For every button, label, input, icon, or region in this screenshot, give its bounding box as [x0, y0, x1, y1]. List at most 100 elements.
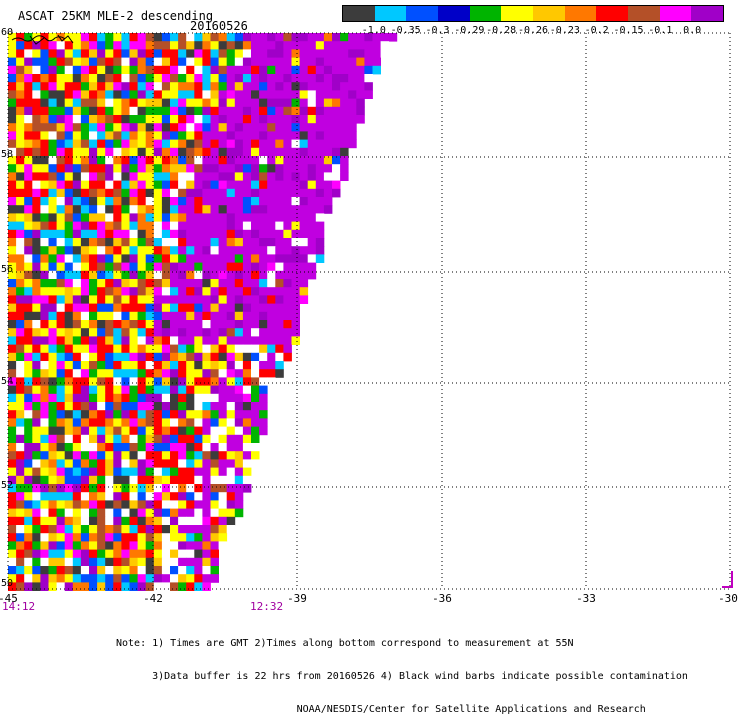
data-cell — [129, 311, 138, 321]
data-cell — [242, 311, 252, 321]
data-cell — [153, 434, 163, 444]
data-cell — [121, 98, 130, 108]
data-cell — [170, 254, 179, 263]
data-cell — [48, 443, 57, 452]
data-cell — [72, 106, 82, 116]
data-cell — [186, 369, 195, 378]
data-cell — [105, 57, 114, 67]
data-cell — [113, 467, 122, 477]
data-cell — [113, 500, 122, 509]
data-cell — [275, 139, 284, 149]
data-cell — [89, 33, 98, 42]
data-cell — [89, 229, 98, 239]
data-cell — [56, 41, 66, 50]
data-cell — [72, 74, 82, 83]
data-cell — [64, 484, 74, 493]
data-cell — [48, 385, 57, 395]
data-cell — [97, 328, 106, 337]
data-cell — [170, 443, 179, 452]
data-cell — [267, 33, 276, 42]
data-cell — [251, 295, 260, 304]
data-cell — [113, 123, 122, 132]
data-cell — [137, 320, 147, 329]
data-cell — [210, 484, 219, 493]
data-cell — [72, 49, 82, 58]
data-cell — [97, 434, 106, 444]
data-cell — [129, 164, 138, 173]
data-cell — [145, 238, 155, 247]
data-cell — [97, 229, 106, 239]
data-cell — [105, 582, 114, 591]
data-cell — [251, 311, 260, 321]
legend-swatch — [659, 6, 692, 21]
data-cell — [40, 525, 49, 534]
data-cell — [226, 279, 236, 288]
data-cell — [97, 484, 106, 493]
data-cell — [210, 180, 219, 190]
data-cell — [8, 393, 17, 403]
data-cell — [145, 377, 155, 386]
data-cell — [32, 156, 41, 165]
data-cell — [234, 443, 244, 452]
data-cell — [8, 57, 17, 67]
data-cell — [121, 566, 130, 575]
data-cell — [218, 320, 228, 329]
data-cell — [24, 484, 33, 493]
data-cell — [186, 221, 195, 231]
data-cell — [202, 525, 211, 534]
data-cell — [234, 172, 244, 181]
data-cell — [32, 270, 41, 280]
data-cell — [97, 361, 106, 370]
data-cell — [307, 41, 317, 50]
data-cell — [210, 541, 219, 550]
data-cell — [80, 492, 90, 501]
data-cell — [218, 541, 228, 550]
data-cell — [170, 115, 179, 124]
data-cell — [275, 246, 284, 255]
data-cell — [32, 49, 41, 58]
data-cell — [178, 426, 187, 436]
data-cell — [161, 344, 171, 354]
data-cell — [194, 516, 203, 526]
data-cell — [299, 180, 309, 190]
data-cell — [40, 402, 49, 411]
data-cell — [226, 147, 236, 157]
data-cell — [24, 246, 33, 255]
data-cell — [145, 295, 155, 304]
data-cell — [97, 352, 106, 362]
data-cell — [89, 385, 98, 395]
data-cell — [259, 328, 268, 337]
data-cell — [145, 574, 155, 583]
data-cell — [137, 172, 147, 181]
data-cell — [234, 123, 244, 132]
data-cell — [218, 516, 228, 526]
data-cell — [113, 98, 122, 108]
data-cell — [16, 377, 25, 386]
data-cell — [16, 90, 25, 99]
data-cell — [210, 320, 219, 329]
data-cell — [8, 262, 17, 272]
data-cell — [161, 484, 171, 493]
data-cell — [267, 65, 276, 75]
x-tick-label: -45 — [0, 592, 18, 605]
data-cell — [56, 131, 66, 140]
data-cell — [89, 500, 98, 509]
data-cell — [40, 459, 49, 468]
data-cell — [145, 164, 155, 173]
data-cell — [97, 262, 106, 272]
data-cell — [242, 41, 252, 50]
data-cell — [121, 254, 130, 263]
data-cell — [226, 525, 236, 534]
data-cell — [210, 90, 219, 99]
data-cell — [137, 188, 147, 198]
data-cell — [8, 90, 17, 99]
data-cell — [32, 344, 41, 354]
data-cell — [234, 484, 244, 493]
data-cell — [251, 303, 260, 313]
data-cell — [97, 566, 106, 575]
data-cell — [153, 41, 163, 50]
data-cell — [234, 164, 244, 173]
data-cell — [129, 57, 138, 67]
data-cell — [226, 516, 236, 526]
data-cell — [226, 172, 236, 181]
